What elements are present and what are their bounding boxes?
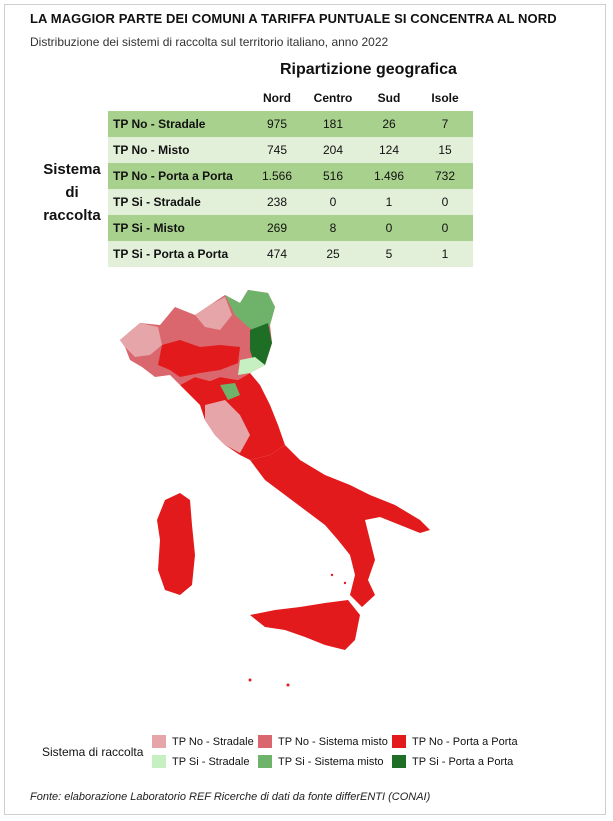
table-row: TP No - Stradale 975 181 26 7 [108, 111, 473, 137]
table-row: TP Si - Misto 269 8 0 0 [108, 215, 473, 241]
column-header: Nord [263, 91, 291, 105]
legend-swatch [152, 755, 166, 768]
table-cell: 238 [249, 189, 305, 215]
legend-item: TP Si - Stradale [152, 755, 249, 768]
map-area-nw-stradale [120, 323, 162, 357]
table-cell: 124 [361, 137, 417, 163]
legend-swatch [392, 735, 406, 748]
table-cell: 269 [249, 215, 305, 241]
table-cell: 0 [417, 215, 473, 241]
table-header-row: Nord Centro Sud Isole [108, 85, 473, 111]
row-header-line-1: Sistema [43, 161, 101, 178]
table-row: TP Si - Stradale 238 0 1 0 [108, 189, 473, 215]
table-cell: 745 [249, 137, 305, 163]
row-label: TP Si - Stradale [108, 189, 249, 215]
chart-frame [4, 4, 606, 815]
table-cell: 26 [361, 111, 417, 137]
row-label: TP No - Misto [108, 137, 249, 163]
table-cell: 732 [417, 163, 473, 189]
map-region-south [250, 445, 430, 607]
map-area-ne-misto [225, 290, 275, 333]
map-area-centre-misto [220, 383, 240, 400]
table-cell: 25 [305, 241, 361, 267]
legend-label: TP Si - Porta a Porta [412, 755, 514, 768]
map-area-ne-stradale [238, 357, 265, 375]
legend-item: TP Si - Porta a Porta [392, 755, 513, 768]
map-area-n-red [158, 340, 240, 377]
table-row: TP No - Porta a Porta 1.566 516 1.496 73… [108, 163, 473, 189]
table-cell: 975 [249, 111, 305, 137]
table-cell: 474 [249, 241, 305, 267]
table-cell: 1 [417, 241, 473, 267]
map-island [330, 573, 334, 577]
legend-title: Sistema di raccolta [42, 745, 144, 759]
italy-map [120, 290, 430, 687]
row-label: TP No - Porta a Porta [108, 163, 249, 189]
legend-label: TP No - Sistema misto [278, 735, 388, 748]
table-row: TP No - Misto 745 204 124 15 [108, 137, 473, 163]
map-island [248, 678, 252, 682]
table-cell: 516 [305, 163, 361, 189]
row-label: TP Si - Porta a Porta [108, 241, 249, 267]
table-row-group-header: Sistema di raccolta [36, 158, 108, 227]
row-header-line-2: di [65, 184, 79, 201]
legend-label: TP Si - Sistema misto [278, 755, 384, 768]
legend-item: TP No - Sistema misto [258, 735, 388, 748]
legend-item: TP Si - Sistema misto [258, 755, 384, 768]
column-header: Isole [431, 91, 459, 105]
legend-label: TP No - Porta a Porta [412, 735, 518, 748]
table-row: TP Si - Porta a Porta 474 25 5 1 [108, 241, 473, 267]
map-area-centre-stradale [205, 400, 250, 453]
map-region-sicily [250, 600, 360, 650]
row-label: TP Si - Misto [108, 215, 249, 241]
table-corner-cell [108, 85, 249, 111]
legend-swatch [258, 735, 272, 748]
table-cell: 5 [361, 241, 417, 267]
map-island [286, 683, 290, 687]
map-area-north-stradale [195, 297, 232, 330]
table-cell: 181 [305, 111, 361, 137]
legend-item: TP No - Stradale [152, 735, 254, 748]
map-region-sardinia [157, 493, 195, 595]
table-cell: 0 [417, 189, 473, 215]
legend-item: TP No - Porta a Porta [392, 735, 518, 748]
legend-label: TP No - Stradale [172, 735, 254, 748]
map-island [343, 581, 347, 585]
legend-swatch [152, 735, 166, 748]
legend-swatch [392, 755, 406, 768]
legend-label: TP Si - Stradale [172, 755, 250, 768]
table-column-group-header: Ripartizione geografica [280, 61, 457, 78]
table-cell: 1 [361, 189, 417, 215]
source-note: Fonte: elaborazione Laboratorio REF Rice… [30, 791, 431, 803]
chart-title: LA MAGGIOR PARTE DEI COMUNI A TARIFFA PU… [30, 11, 557, 26]
data-table: Nord Centro Sud Isole TP No - Stradale 9… [108, 85, 473, 267]
row-label: TP No - Stradale [108, 111, 249, 137]
column-header: Centro [313, 91, 353, 105]
column-header: Sud [377, 91, 401, 105]
table-cell: 1.496 [361, 163, 417, 189]
map-area-ne-porta [250, 323, 272, 367]
table-cell: 0 [305, 189, 361, 215]
table-cell: 15 [417, 137, 473, 163]
table-cell: 8 [305, 215, 361, 241]
chart-subtitle: Distribuzione dei sistemi di raccolta su… [30, 35, 389, 49]
table-cell: 1.566 [249, 163, 305, 189]
row-header-line-3: raccolta [43, 207, 101, 224]
table-cell: 0 [361, 215, 417, 241]
table-cell: 204 [305, 137, 361, 163]
table-cell: 7 [417, 111, 473, 137]
legend-swatch [258, 755, 272, 768]
